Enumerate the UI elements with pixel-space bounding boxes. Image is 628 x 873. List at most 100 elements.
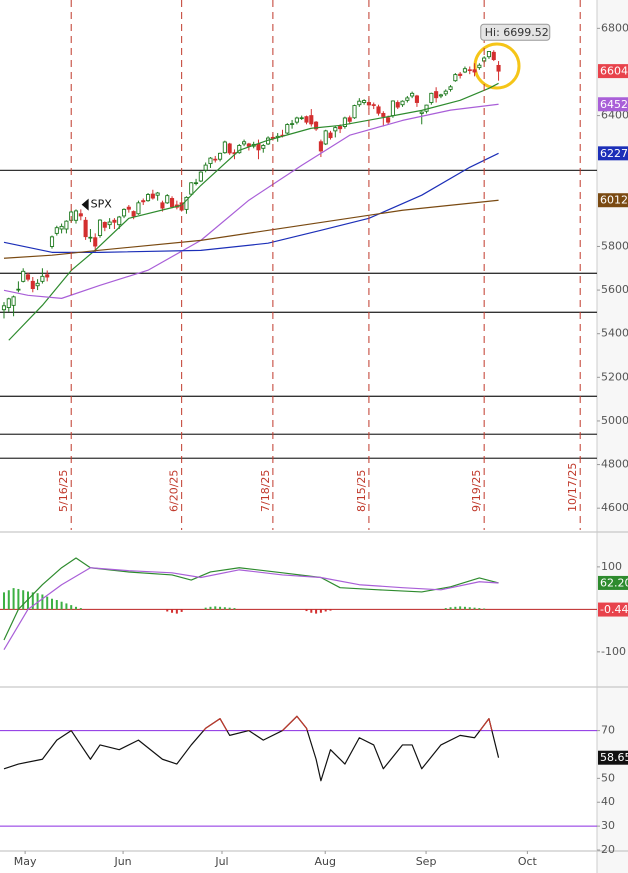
candle-body [213,158,218,161]
candle-body [328,132,333,139]
candle-body [424,104,429,112]
histogram-bar [214,606,217,610]
candle-body [472,69,477,73]
candle-body [107,221,112,226]
candle-body [102,222,107,228]
candle-body [25,274,31,280]
candle-body [21,270,26,282]
histogram-bar [483,608,486,610]
date-marker-label: 10/17/25 [566,463,579,512]
date-marker-label: 7/18/25 [259,470,272,512]
histogram-bar [12,588,15,610]
x-tick-label: Jul [214,855,228,868]
candle-body [88,236,93,239]
histogram-bar [180,609,183,612]
histogram-bar [454,606,457,610]
candle-body [83,219,88,238]
candle-body [11,296,16,306]
histogram-bar [324,609,327,612]
series-line [3,199,499,259]
histogram-bar [2,592,5,610]
candle-body [448,86,453,90]
candle-body [395,102,400,108]
histogram-bar [26,591,29,610]
candle-body [112,219,117,223]
high-annotation-box [480,23,551,41]
candle-body [443,90,448,95]
candle-body [414,95,419,103]
candle-body [347,117,352,122]
candle-body [165,195,170,204]
candle-body [6,298,11,308]
candle-body [160,202,165,209]
histogram-bar [31,592,34,610]
histogram-bar [204,607,207,610]
y-tick-label: 5800 [601,239,628,252]
histogram-bar [478,608,481,610]
candle-body [486,51,492,58]
candle-body [386,117,391,123]
candle-body [410,92,415,97]
value-tag-label: 62.20 [600,576,628,589]
y-tick-label: 20 [601,843,615,856]
y-tick-label: 6800 [601,21,628,34]
candle-body [294,117,299,123]
series-line [3,567,499,651]
candle-body [434,91,439,99]
candle-body [169,198,175,208]
histogram-bar [473,607,476,610]
value-tag-label: 6227 [600,147,628,160]
x-tick-label: Sep [416,855,437,868]
candle-body [390,100,395,117]
candle-body [126,206,131,210]
histogram-bar [223,607,226,610]
candle-body [261,145,266,149]
candle-body [400,100,405,106]
candle-body [30,280,35,290]
y-tick-label: 5400 [601,327,628,340]
candle-body [194,182,199,185]
histogram-bar [79,608,82,610]
candle-body [323,130,328,145]
candle-body [218,152,223,160]
value-tag-label: 6012 [600,194,628,207]
series-line [3,715,500,782]
candle-body [121,208,127,217]
candle-body [338,126,343,130]
y-tick-label: 30 [601,819,615,832]
candle-body [491,51,496,60]
value-tag [598,750,628,765]
candle-body [237,145,242,154]
candle-body [333,127,338,132]
candle-body [496,64,501,72]
candle-body [352,105,357,119]
y-tick-label: 5200 [601,370,628,383]
candle-body [429,92,434,103]
y-tick-label: -100 [601,645,626,658]
histogram-bar [228,607,231,610]
candle-body [371,104,376,106]
candle-body [49,236,55,247]
candle-body [242,141,247,145]
candle-body [78,213,83,217]
histogram-bar [315,609,318,614]
candle-body [93,237,98,247]
candle-body [150,193,155,199]
candle-body [35,282,40,287]
value-tag-label: 6604 [600,65,628,78]
x-tick-label: Jun [113,855,131,868]
candle-body [285,124,290,134]
date-marker-label: 9/19/25 [470,470,483,512]
histogram-bar [171,609,174,613]
histogram-bar [55,600,58,610]
candle-body [304,116,309,123]
candle-body [203,164,208,171]
histogram-bar [36,593,39,610]
candle-body [362,100,367,103]
plot-area [0,50,597,459]
axis-background [597,0,628,873]
value-tag-label: 6452 [600,98,628,111]
histogram-bar [319,609,322,613]
candle-body [73,210,79,221]
